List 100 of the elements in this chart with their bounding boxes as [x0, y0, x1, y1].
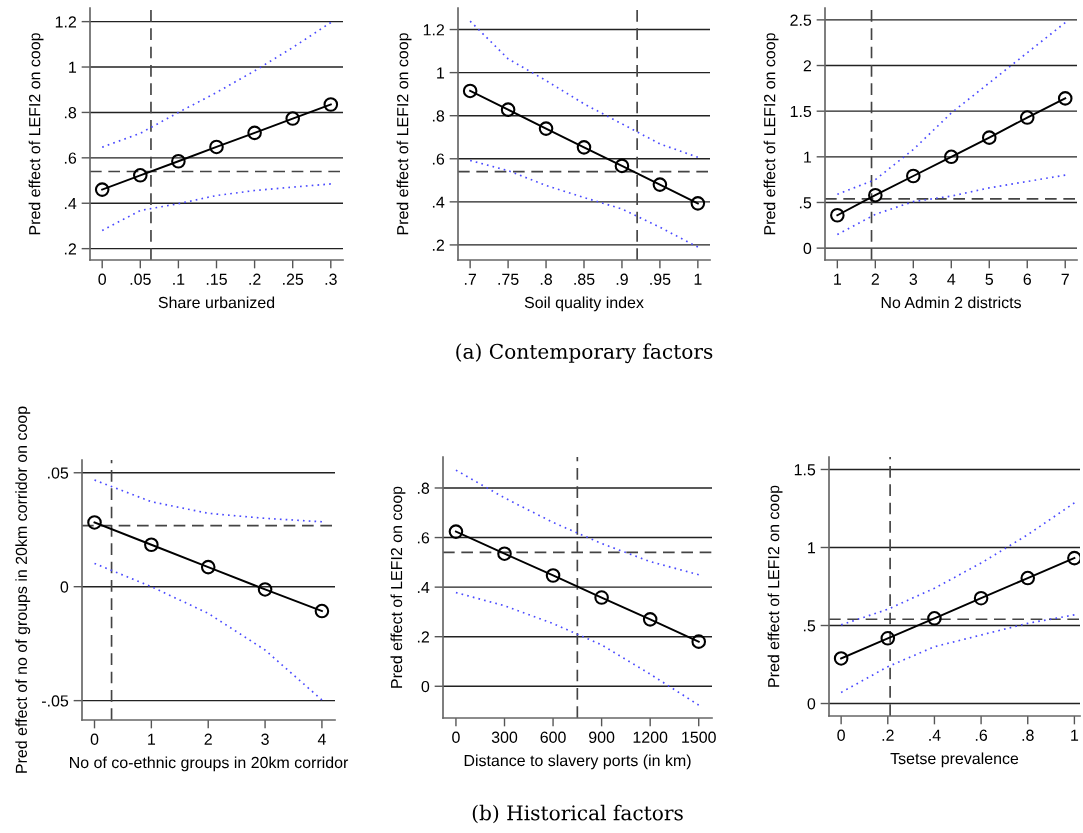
point [833, 651, 849, 666]
line-series [836, 174, 1067, 236]
x-tick-label: 3 [909, 273, 918, 285]
y-tick-label: 0 [803, 242, 812, 255]
point [500, 102, 516, 117]
x-axis-title: Tsetse prevalence [890, 752, 1019, 768]
x-tick-label: .25 [283, 273, 304, 285]
y-tick-label: 1.2 [55, 16, 77, 28]
point [209, 139, 224, 155]
point [497, 546, 512, 561]
line-series [101, 21, 332, 149]
point [1057, 91, 1073, 106]
point [576, 140, 592, 155]
x-tick-label: 3 [261, 733, 269, 745]
y-tick-label: .6 [417, 532, 430, 544]
y-tick-label: .4 [64, 198, 77, 210]
y-tick-label: 2 [803, 60, 811, 72]
x-tick-label: 1500 [682, 731, 716, 743]
point [257, 582, 273, 597]
x-tick-label: 0 [452, 731, 460, 743]
point [1019, 110, 1035, 125]
point [690, 196, 706, 211]
point [545, 568, 561, 583]
y-tick-label: 0 [60, 581, 69, 593]
x-axis-title: Soil quality index [524, 296, 644, 312]
x-tick-label: .2 [249, 273, 261, 285]
y-tick-label: 1.5 [790, 105, 812, 118]
point [868, 187, 883, 203]
x-tick-label: 4 [317, 733, 326, 745]
y-tick-label: 1.5 [794, 464, 816, 476]
point [830, 207, 845, 223]
point [973, 590, 989, 606]
y-tick-label: .8 [417, 482, 430, 494]
y-axis-title: Pred effect of LEFI2 on coop [390, 486, 406, 688]
y-tick-label: .6 [432, 153, 445, 165]
y-axis-title: Pred effect of LEFI2 on coop [396, 33, 412, 235]
y-tick-label: 2.5 [790, 14, 812, 26]
x-axis-title: No Admin 2 districts [881, 296, 1021, 309]
y-tick-label: .6 [64, 152, 77, 164]
x-tick-label: 900 [589, 731, 615, 743]
x-tick-label: .3 [325, 273, 337, 285]
y-tick-label: .4 [432, 196, 445, 208]
x-tick-label: 1 [148, 733, 156, 745]
point [133, 168, 148, 183]
y-tick-label: 1.2 [423, 24, 445, 36]
point [594, 590, 609, 605]
x-tick-label: 5 [985, 273, 994, 285]
x-tick-label: 1 [694, 273, 702, 285]
x-tick-label: 0 [837, 729, 845, 741]
point [880, 631, 896, 646]
x-tick-label: 7 [1061, 273, 1069, 285]
line-series [836, 21, 1067, 196]
point [652, 177, 668, 192]
point [981, 130, 997, 145]
line-series [93, 562, 323, 701]
x-tick-label: .05 [130, 273, 151, 285]
y-axis-title: Pred effect of LEFI2 on coop [28, 33, 44, 235]
point [462, 83, 478, 99]
y-tick-label: -.05 [41, 695, 69, 707]
point [943, 149, 959, 165]
y-tick-label: .8 [432, 110, 445, 122]
x-tick-label: .2 [882, 729, 894, 741]
y-tick-label: .5 [799, 197, 812, 209]
y-tick-label: .2 [432, 239, 444, 251]
x-tick-label: 300 [491, 731, 518, 743]
y-tick-label: .8 [64, 107, 77, 119]
y-tick-label: .4 [417, 581, 430, 593]
x-tick-label: .95 [650, 273, 671, 285]
x-axis-title: No of co-ethnic groups in 20km corridor [70, 756, 349, 772]
point [87, 515, 102, 530]
x-tick-label: 2 [871, 273, 879, 285]
x-tick-label: 0 [98, 273, 107, 285]
y-tick-label: .2 [64, 243, 76, 255]
x-tick-label: 1 [834, 273, 842, 285]
x-tick-label: .7 [464, 273, 476, 285]
point [247, 125, 262, 141]
x-tick-label: 1 [1071, 729, 1079, 741]
x-tick-label: .8 [1022, 729, 1034, 741]
y-tick-label: 0 [807, 698, 816, 710]
text: (b) Historical factors [472, 804, 683, 824]
point [285, 111, 300, 126]
y-tick-label: 1 [437, 67, 445, 79]
point [614, 158, 630, 174]
line-series [455, 469, 700, 576]
x-tick-label: .15 [206, 273, 227, 285]
x-tick-label: .85 [574, 273, 595, 285]
x-tick-label: .9 [616, 273, 628, 285]
line-series [469, 20, 699, 159]
x-tick-label: .6 [975, 729, 988, 741]
point [927, 611, 942, 626]
point [94, 182, 110, 197]
y-tick-label: .2 [417, 631, 429, 643]
y-axis-title: Pred effect of LEFI2 on coop [763, 33, 779, 235]
y-tick-label: 0 [421, 680, 430, 693]
x-tick-label: 2 [204, 733, 212, 745]
point [448, 524, 464, 539]
point [538, 121, 554, 136]
point [1020, 570, 1036, 586]
x-tick-label: 0 [90, 733, 99, 745]
line-series [840, 502, 1076, 626]
